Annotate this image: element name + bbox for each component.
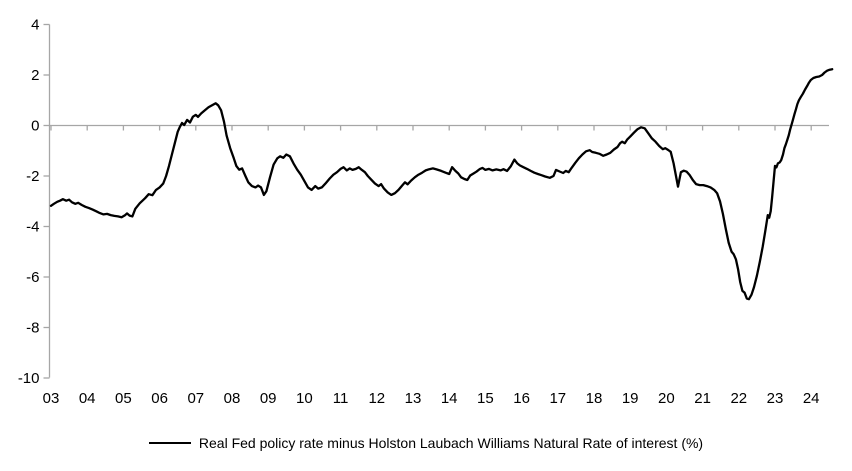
y-axis-label: -6	[26, 269, 39, 286]
x-axis-label: 11	[333, 390, 349, 407]
x-axis-label: 09	[260, 390, 277, 407]
x-axis-label: 03	[43, 390, 60, 407]
x-axis-label: 19	[622, 390, 639, 407]
x-axis-label: 21	[694, 390, 711, 407]
x-axis-label: 23	[767, 390, 784, 407]
axes	[43, 23, 829, 379]
x-axis-label: 24	[803, 390, 820, 407]
y-axis-label: -8	[26, 320, 39, 337]
y-axis-label: 2	[31, 67, 39, 84]
x-axis-label: 22	[730, 390, 747, 407]
x-axis-label: 07	[187, 390, 204, 407]
x-axis-label: 08	[224, 390, 241, 407]
legend: Real Fed policy rate minus Holston Lauba…	[0, 428, 852, 458]
x-axis-label: 14	[441, 390, 458, 407]
x-axis-label: 05	[115, 390, 132, 407]
y-axis-label: 4	[31, 17, 39, 34]
y-axis-label: 0	[31, 118, 39, 135]
x-axis-label: 18	[586, 390, 603, 407]
series-line	[49, 68, 834, 301]
x-axis-label: 13	[405, 390, 422, 407]
x-axis-label: 04	[79, 390, 96, 407]
legend-label: Real Fed policy rate minus Holston Lauba…	[198, 435, 704, 451]
x-axis-label: 10	[296, 390, 313, 407]
x-axis-label: 06	[151, 390, 168, 407]
x-axis-label: 17	[549, 390, 566, 407]
x-axis-label: 16	[513, 390, 530, 407]
legend-line-icon	[148, 442, 191, 444]
y-axis-label: -4	[26, 219, 39, 236]
data-line	[49, 68, 834, 301]
y-axis-label: -10	[18, 370, 40, 387]
x-axis-label: 20	[658, 390, 675, 407]
x-axis-label: 12	[368, 390, 385, 407]
x-axis-label: 15	[477, 390, 494, 407]
y-axis-label: -2	[26, 168, 39, 185]
